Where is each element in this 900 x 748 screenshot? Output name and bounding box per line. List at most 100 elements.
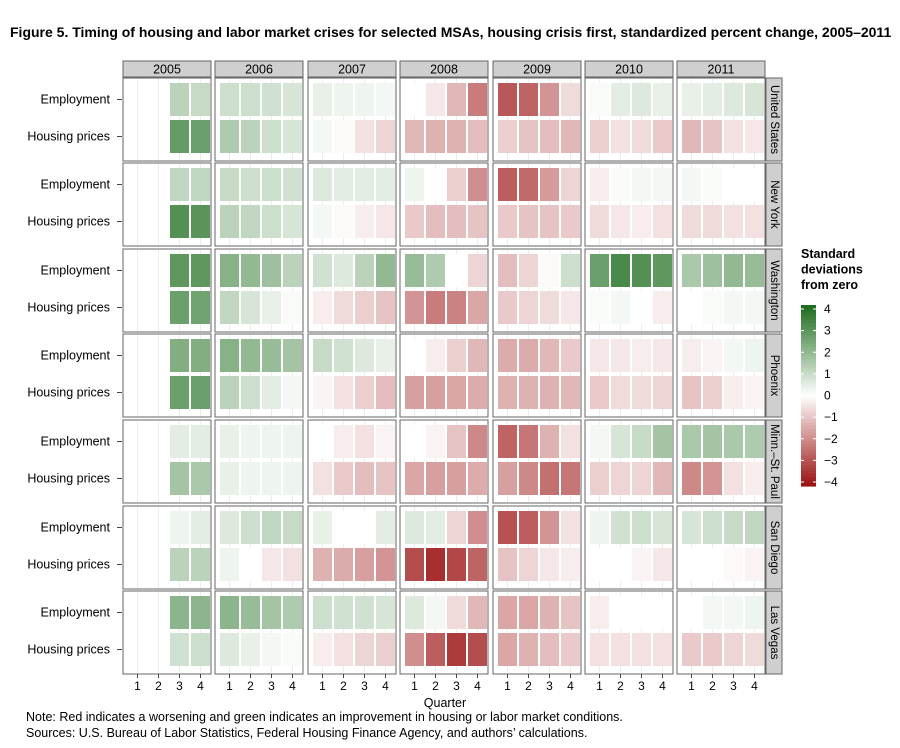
heat-cell	[405, 254, 424, 287]
heat-cell	[653, 83, 672, 116]
legend-color-step	[801, 380, 816, 385]
quarter-label: 3	[546, 679, 553, 693]
legend-color-step	[801, 482, 816, 487]
heat-cell	[447, 168, 466, 201]
heat-cell	[703, 425, 722, 458]
heat-cell	[590, 120, 609, 153]
msa-label-united-states: United States	[768, 85, 780, 154]
legend-color-step	[801, 464, 816, 469]
quarter-label: 3	[453, 679, 460, 693]
heat-cell	[519, 120, 538, 153]
heat-cell	[405, 205, 424, 238]
legend-color-step	[801, 350, 816, 354]
heat-cell	[682, 83, 701, 116]
heat-cell	[519, 462, 538, 495]
year-label-2010: 2010	[615, 63, 643, 77]
heat-cell	[313, 425, 332, 458]
heat-cell	[519, 205, 538, 238]
heat-cell	[355, 339, 374, 372]
heat-cell	[376, 339, 395, 372]
heat-cell	[447, 462, 466, 495]
heat-cell	[220, 205, 239, 238]
heat-cell	[283, 596, 302, 629]
year-label-2011: 2011	[708, 63, 735, 77]
heat-cell	[498, 376, 517, 409]
heat-cell	[447, 254, 466, 287]
heat-cell	[561, 120, 580, 153]
heat-cell	[611, 548, 630, 581]
heat-cell	[611, 120, 630, 153]
heat-cell	[540, 120, 559, 153]
quarter-label: 3	[638, 679, 645, 693]
heat-cell	[283, 291, 302, 324]
heat-cell	[498, 548, 517, 581]
heat-cell	[590, 633, 609, 666]
heat-cell	[170, 596, 189, 629]
heat-cell	[376, 291, 395, 324]
heat-cell	[355, 205, 374, 238]
legend-color-step	[801, 353, 816, 357]
heat-cell	[241, 425, 260, 458]
heat-cell	[632, 339, 651, 372]
heat-cell	[334, 168, 353, 201]
heat-cell	[724, 596, 743, 629]
heat-cell	[376, 425, 395, 458]
chart-title: Figure 5. Timing of housing and labor ma…	[10, 24, 892, 40]
heat-cell	[447, 120, 466, 153]
legend-color-step	[801, 476, 816, 481]
legend-tick-label: 3	[824, 324, 831, 338]
heat-cell	[561, 291, 580, 324]
legend-color-step	[801, 437, 816, 442]
row-label-employment: Employment	[41, 606, 111, 620]
heat-cell	[405, 462, 424, 495]
heat-cell	[561, 339, 580, 372]
heat-cell	[745, 205, 764, 238]
heat-cell	[745, 425, 764, 458]
heat-cell	[682, 291, 701, 324]
quarter-label: 1	[596, 679, 603, 693]
heat-cell	[519, 511, 538, 544]
heat-cell	[426, 291, 445, 324]
heat-cell	[561, 254, 580, 287]
heat-cell	[241, 376, 260, 409]
heat-cell	[241, 168, 260, 201]
year-label-2005: 2005	[153, 63, 181, 77]
heat-cell	[540, 548, 559, 581]
quarter-label: 1	[134, 679, 141, 693]
heat-cell	[540, 83, 559, 116]
heat-cell	[724, 376, 743, 409]
heat-cell	[519, 596, 538, 629]
heat-cell	[334, 83, 353, 116]
heat-cell	[170, 205, 189, 238]
msa-label-minn-st-paul: Minn.–St. Paul	[768, 424, 780, 499]
heat-cell	[355, 254, 374, 287]
heat-cell	[653, 168, 672, 201]
heat-cell	[220, 596, 239, 629]
heat-cell	[334, 462, 353, 495]
heat-cell	[170, 291, 189, 324]
legend-color-step	[801, 452, 816, 457]
heat-cell	[632, 425, 651, 458]
heat-cell	[283, 339, 302, 372]
heat-cell	[241, 254, 260, 287]
heat-cell	[334, 633, 353, 666]
heat-cell	[703, 120, 722, 153]
heat-cell	[426, 254, 445, 287]
heat-cell	[468, 83, 487, 116]
year-strip-2009	[492, 60, 582, 78]
heat-cell	[191, 462, 210, 495]
year-label-2007: 2007	[338, 63, 366, 77]
heat-cell	[241, 633, 260, 666]
heat-cell	[632, 168, 651, 201]
heat-cell	[724, 462, 743, 495]
legend-color-step	[801, 338, 816, 342]
heat-cell	[468, 205, 487, 238]
legend-color-step	[801, 323, 816, 327]
heat-cell	[220, 425, 239, 458]
heat-cell	[561, 168, 580, 201]
quarter-label: 4	[474, 679, 481, 693]
heat-cell	[220, 462, 239, 495]
heat-cell	[682, 596, 701, 629]
row-label-housing-prices: Housing prices	[27, 643, 110, 657]
heat-cell	[703, 511, 722, 544]
